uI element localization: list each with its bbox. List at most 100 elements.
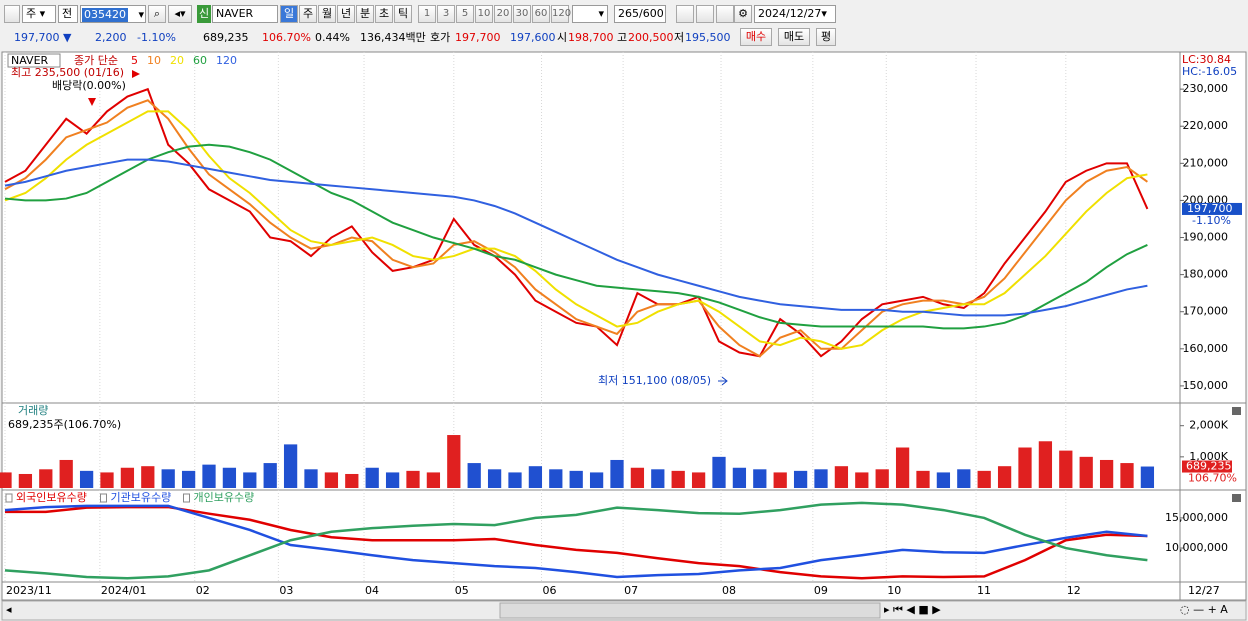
low-arrow [718, 376, 728, 386]
code: 035420 [82, 8, 128, 22]
volume-bar [202, 464, 216, 488]
interval-button[interactable]: 60 [532, 5, 550, 23]
volume-bar [793, 470, 808, 488]
period-button[interactable]: 년 [337, 5, 355, 23]
settings-button[interactable]: ⚙ [734, 5, 752, 23]
y-tick-label: 220,000 [1183, 119, 1229, 132]
period-button[interactable]: 일 [280, 5, 298, 23]
interval-button[interactable]: 120 [551, 5, 571, 23]
panel-close[interactable] [1232, 494, 1241, 502]
avg-button[interactable]: 평 [816, 28, 836, 46]
interval-button[interactable]: 30 [513, 5, 531, 23]
turnover: 0.44% [315, 31, 350, 44]
x-tick-label: 2023/11 [6, 584, 52, 597]
market-select[interactable]: 주 ▾ [22, 5, 56, 23]
code-input[interactable]: 035420 ▾ [80, 5, 146, 23]
volume-bar [855, 472, 869, 488]
interval-button[interactable]: 3 [437, 5, 455, 23]
volume-bar [569, 470, 583, 488]
window-icon[interactable] [4, 5, 20, 23]
volume-bar [426, 472, 441, 488]
volume-bar [222, 467, 237, 488]
tool-1[interactable] [676, 5, 694, 23]
volume-bar [79, 470, 94, 488]
x-tick-label: 12 [1067, 584, 1081, 597]
y-tick-label: 1,000K [1189, 450, 1228, 463]
volume-bar [345, 473, 359, 488]
tool-2[interactable] [696, 5, 714, 23]
y-tick-label: 2,000K [1189, 419, 1228, 432]
quote-bar: 197,700 ▼ 2,200 -1.10% 689,235 106.70% 0… [0, 27, 1248, 49]
high-note: 최고 235,500 (01/16) [11, 66, 124, 79]
volume-bar [141, 466, 155, 488]
series-line [4, 99, 1148, 358]
low-label: 저 [674, 31, 685, 44]
y-tick-label: 10,000,000 [1165, 541, 1228, 554]
volume-bar [447, 435, 461, 488]
last-volume-label: 689,235 [1186, 460, 1232, 473]
interval-button[interactable]: 1 [418, 5, 436, 23]
change-rate: -1.10% [137, 31, 176, 44]
ask: 197,700 [455, 31, 501, 44]
volume-bar [487, 469, 502, 488]
volume-bar [18, 473, 33, 488]
volume-bar [508, 472, 522, 488]
zoom-buttons[interactable]: ◌ — + A [1180, 603, 1228, 616]
ask-label: 호가 [430, 31, 451, 44]
volume-bar [528, 466, 543, 488]
x-tick-label: 11 [977, 584, 991, 597]
period-button[interactable]: 월 [318, 5, 336, 23]
scope: 전 [62, 7, 73, 20]
volume-bar [916, 470, 930, 488]
scroll-thumb[interactable] [499, 602, 881, 619]
buy-button[interactable]: 매수 [740, 28, 772, 46]
x-tick-label: 10 [887, 584, 901, 597]
interval-button[interactable]: 10 [475, 5, 493, 23]
market: 주 [26, 7, 37, 20]
sound-button[interactable]: ◂▾ [168, 5, 192, 23]
last-volume-tag [1182, 460, 1232, 473]
legend-entry: 120 [216, 54, 237, 67]
legend-swatch [183, 493, 190, 503]
interval-select[interactable]: ▾ [572, 5, 608, 23]
price: 197,700 ▼ [14, 31, 72, 44]
volume-bar [243, 472, 257, 488]
volume-bar [630, 467, 645, 488]
volume-bar [324, 472, 339, 488]
period-button[interactable]: 틱 [394, 5, 412, 23]
volume-bar [1038, 441, 1053, 488]
x-tick-label: 02 [196, 584, 210, 597]
search-button[interactable]: ⌕ [148, 5, 166, 23]
legend-prefix: 종가 단순 [74, 54, 118, 67]
save-button[interactable] [716, 5, 734, 23]
volume-bar [304, 469, 318, 488]
volume-title: 거래량 [18, 404, 48, 417]
volume-bar [691, 472, 706, 488]
chart-title: NAVER [11, 54, 49, 67]
volume-bar [161, 469, 175, 488]
x-tick-label: 07 [624, 584, 638, 597]
interval-button[interactable]: 20 [494, 5, 512, 23]
volume-bar [181, 470, 196, 488]
nav-buttons[interactable]: ▸ ⏮ ◀ ■ ▶ [884, 603, 941, 616]
panel-close[interactable] [1232, 407, 1241, 415]
volume-bar [100, 472, 114, 488]
volume-bar [814, 469, 828, 488]
new-badge: 신 [197, 5, 211, 23]
change: 2,200 [95, 31, 127, 44]
period-button[interactable]: 초 [375, 5, 393, 23]
period-button[interactable]: 주 [299, 5, 317, 23]
date-input[interactable]: 2024/12/27▾ [754, 5, 836, 23]
volume-bar [385, 472, 400, 488]
scroll-left[interactable]: ◂ [6, 603, 12, 616]
volume-bar [773, 472, 787, 488]
volume-bar [406, 470, 420, 488]
high-label: 고 [617, 31, 628, 44]
period-button[interactable]: 분 [356, 5, 374, 23]
sell-button[interactable]: 매도 [778, 28, 810, 46]
scope-select[interactable]: 전 [58, 5, 78, 23]
chart-area: ◂ ▸ ⏮ ◀ ■ ▶ ◌ — + A 2023/11 2024/01 02 03 04… [0, 51, 1247, 621]
interval-button[interactable]: 5 [456, 5, 474, 23]
name-input[interactable]: NAVER [212, 5, 278, 23]
y-tick-label: 210,000 [1183, 156, 1229, 169]
